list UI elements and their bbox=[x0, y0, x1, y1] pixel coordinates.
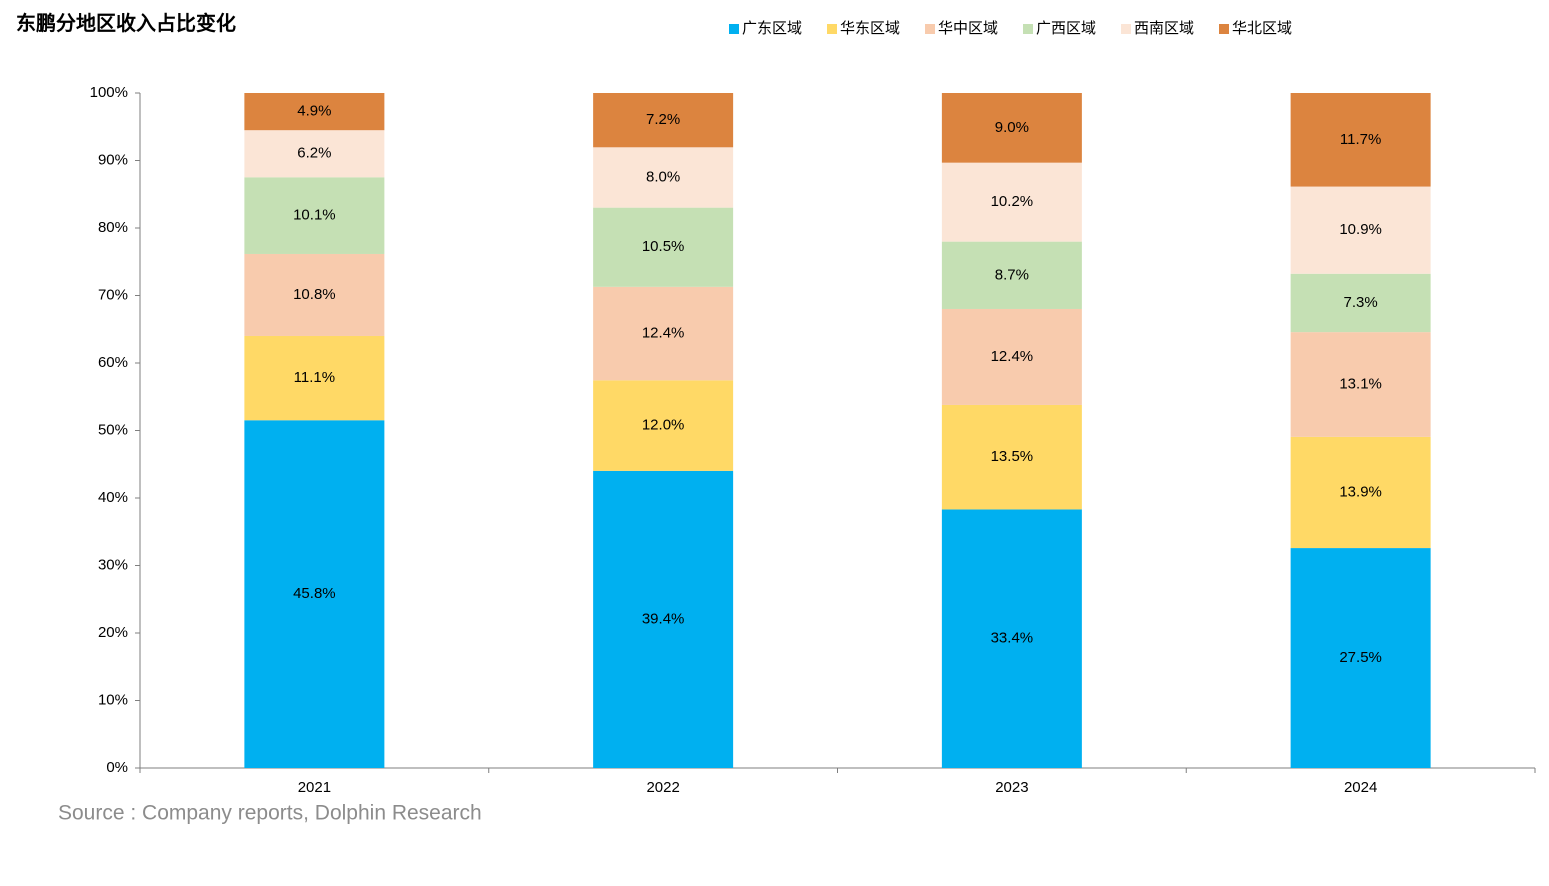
bar-segment bbox=[1290, 186, 1431, 274]
bar-segment bbox=[941, 308, 1082, 405]
data-label: 12.4% bbox=[642, 325, 685, 342]
bar-segment bbox=[1290, 93, 1431, 187]
bar-segment bbox=[941, 509, 1082, 768]
bar-segment bbox=[244, 420, 385, 768]
data-label: 33.4% bbox=[991, 630, 1034, 647]
bar-segment bbox=[593, 147, 734, 208]
bar-segment bbox=[1290, 332, 1431, 437]
data-label: 10.2% bbox=[991, 193, 1034, 210]
y-tick-label: 20% bbox=[98, 624, 128, 641]
data-label: 7.2% bbox=[646, 111, 680, 128]
legend-swatch bbox=[1219, 24, 1229, 34]
data-label: 27.5% bbox=[1339, 649, 1382, 666]
x-tick-label: 2022 bbox=[646, 779, 679, 796]
data-label: 9.0% bbox=[995, 119, 1029, 136]
data-label: 7.3% bbox=[1344, 294, 1378, 311]
x-tick-label: 2023 bbox=[995, 779, 1028, 796]
bar-segment bbox=[1290, 436, 1431, 549]
bar-segment bbox=[244, 93, 385, 131]
legend-label: 华东区域 bbox=[840, 20, 900, 37]
bar-segment bbox=[941, 93, 1082, 163]
bar-segment bbox=[941, 162, 1082, 242]
data-label: 8.7% bbox=[995, 266, 1029, 283]
data-label: 6.2% bbox=[297, 145, 331, 162]
bar-segment bbox=[593, 380, 734, 471]
legend-label: 广西区域 bbox=[1036, 20, 1096, 37]
data-label: 8.0% bbox=[646, 168, 680, 185]
y-tick-label: 0% bbox=[106, 759, 128, 776]
bar-segment bbox=[244, 177, 385, 254]
bar-segment bbox=[244, 253, 385, 336]
legend-swatch bbox=[1121, 24, 1131, 34]
data-label: 13.5% bbox=[991, 448, 1034, 465]
x-tick-label: 2024 bbox=[1344, 779, 1377, 796]
data-label: 10.1% bbox=[293, 207, 336, 224]
legend-label: 华北区域 bbox=[1232, 20, 1292, 37]
legend-swatch bbox=[729, 24, 739, 34]
y-tick-label: 100% bbox=[90, 84, 128, 101]
legend-swatch bbox=[1023, 24, 1033, 34]
legend-swatch bbox=[925, 24, 935, 34]
bar-segment bbox=[593, 207, 734, 287]
y-tick-label: 80% bbox=[98, 219, 128, 236]
data-label: 13.9% bbox=[1339, 483, 1382, 500]
chart-title: 东鹏分地区收入占比变化 bbox=[16, 11, 236, 35]
y-tick-label: 30% bbox=[98, 556, 128, 573]
data-label: 12.0% bbox=[642, 417, 685, 434]
bar-segment bbox=[941, 241, 1082, 309]
legend-label: 广东区域 bbox=[742, 20, 802, 37]
data-label: 11.1% bbox=[294, 369, 335, 386]
legend-label: 西南区域 bbox=[1134, 20, 1194, 37]
data-label: 12.4% bbox=[991, 348, 1034, 365]
legend-label: 华中区域 bbox=[938, 20, 998, 37]
bar-segment bbox=[593, 93, 734, 148]
bar-segment bbox=[1290, 273, 1431, 333]
data-label: 45.8% bbox=[293, 585, 336, 602]
bar-segment bbox=[593, 470, 734, 768]
y-tick-label: 70% bbox=[98, 286, 128, 303]
bar-segment bbox=[244, 130, 385, 178]
x-tick-label: 2021 bbox=[298, 779, 331, 796]
data-label: 4.9% bbox=[297, 103, 331, 120]
y-tick-label: 90% bbox=[98, 151, 128, 168]
data-label: 13.1% bbox=[1339, 375, 1382, 392]
y-tick-label: 60% bbox=[98, 354, 128, 371]
source-note: Source : Company reports, Dolphin Resear… bbox=[58, 802, 482, 825]
data-label: 11.7% bbox=[1340, 131, 1381, 148]
bar-segment bbox=[244, 335, 385, 421]
y-tick-label: 50% bbox=[98, 421, 128, 438]
data-label: 10.5% bbox=[642, 238, 685, 255]
legend-swatch bbox=[827, 24, 837, 34]
data-label: 39.4% bbox=[642, 610, 685, 627]
bar-segment bbox=[593, 286, 734, 381]
bar-segment bbox=[941, 404, 1082, 510]
bar-segment bbox=[1290, 548, 1431, 768]
y-tick-label: 10% bbox=[98, 691, 128, 708]
data-label: 10.9% bbox=[1339, 221, 1382, 238]
y-tick-label: 40% bbox=[98, 489, 128, 506]
data-label: 10.8% bbox=[293, 286, 336, 303]
